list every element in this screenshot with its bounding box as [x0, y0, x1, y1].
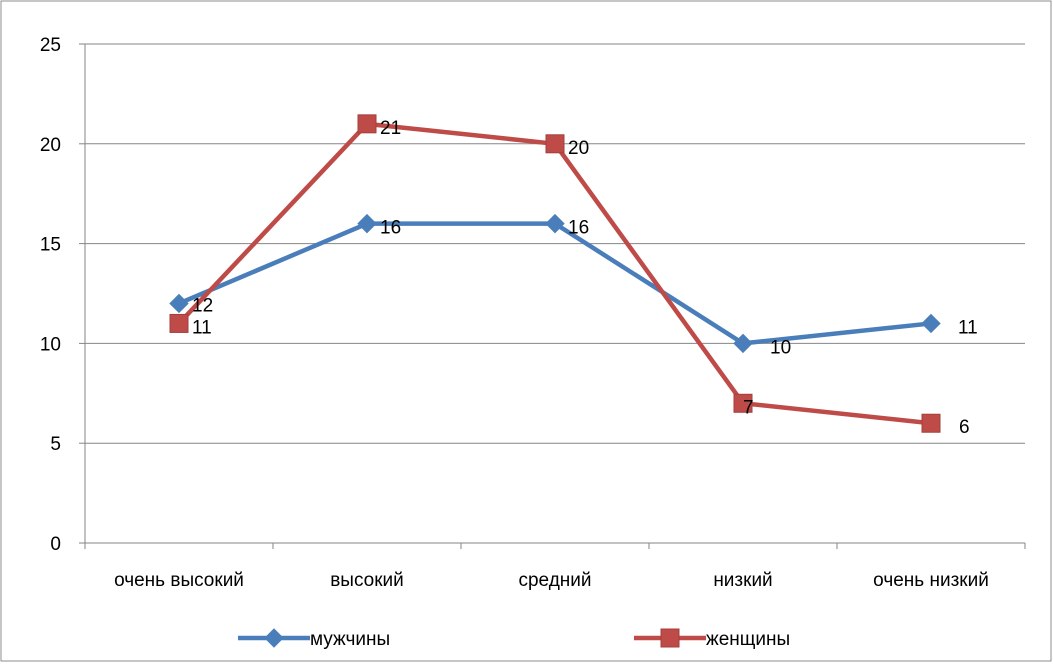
square-icon: [660, 628, 680, 648]
data-label: 7: [743, 397, 754, 418]
data-label: 20: [568, 138, 589, 159]
data-label: 11: [958, 317, 978, 338]
data-label: 21: [380, 118, 401, 139]
data-label: 6: [959, 417, 970, 438]
y-tick-label: 20: [40, 135, 61, 156]
data-label: 16: [568, 218, 589, 239]
x-tick-label: низкий: [713, 570, 772, 591]
data-label: 16: [380, 218, 401, 239]
y-tick-label: 0: [50, 534, 61, 555]
data-labels: 12 16 16 10 11 11 21 20 7 6: [192, 118, 978, 438]
data-point-marker: [733, 333, 753, 354]
x-tick-label: средний: [518, 570, 591, 591]
data-point-marker: [357, 114, 377, 134]
data-point-marker: [169, 293, 189, 314]
data-point-marker: [545, 134, 565, 154]
gridlines: [85, 43, 1025, 444]
x-tick-label: очень низкий: [873, 570, 989, 591]
data-label: 12: [192, 295, 213, 316]
x-tick-label: очень высокий: [114, 570, 244, 591]
data-label: 11: [192, 317, 212, 338]
data-point-marker: [921, 313, 941, 334]
legend-label: женщины: [706, 629, 790, 650]
data-point-marker: [357, 213, 377, 234]
x-tick-label: высокий: [330, 570, 404, 591]
data-label: 10: [770, 337, 791, 358]
data-point-marker: [545, 213, 565, 234]
data-point-marker: [733, 393, 753, 413]
data-point-marker: [921, 413, 941, 433]
legend-label: мужчины: [310, 629, 390, 650]
y-tick-label: 5: [50, 434, 61, 455]
legend: мужчины женщины: [238, 628, 790, 650]
series-lines: [169, 114, 941, 433]
data-point-marker: [169, 313, 189, 333]
y-tick-label: 25: [40, 35, 61, 56]
y-tick-label: 15: [40, 235, 61, 256]
diamond-icon: [264, 628, 284, 648]
y-tick-label: 10: [40, 334, 61, 355]
axes: 0 5 10 15 20 25 очень высокий высокий средний низ…: [40, 35, 1026, 591]
